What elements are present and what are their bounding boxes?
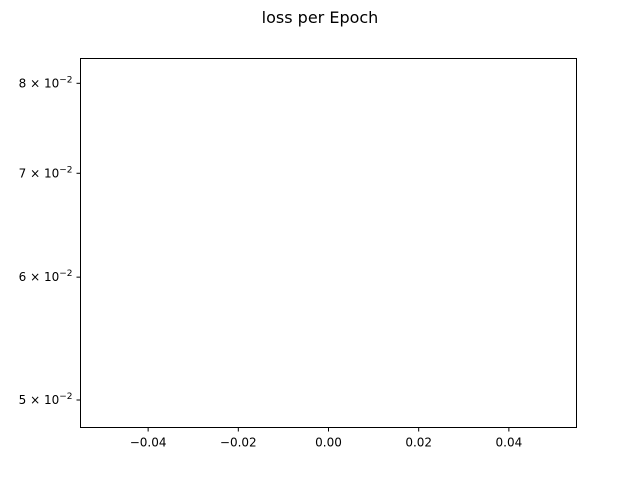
y-tick-mantissa: 8 [19, 76, 27, 90]
y-tick-label: 6 × 10−2 [19, 269, 73, 284]
y-tick-exponent: −2 [59, 392, 72, 402]
y-tick-exponent: −2 [59, 165, 72, 175]
y-tick-mantissa: 5 [19, 393, 27, 407]
x-tick-label: −0.04 [130, 436, 167, 450]
y-tick-mantissa: 7 [19, 166, 27, 180]
y-tick-label: 7 × 10−2 [19, 165, 73, 180]
y-tick-label: 8 × 10−2 [19, 75, 73, 90]
y-tick-label: 5 × 10−2 [19, 392, 73, 407]
plot-area [80, 58, 577, 428]
x-axis: −0.04 −0.02 0.00 0.02 0.04 [130, 427, 523, 450]
x-tick-label: −0.02 [220, 436, 257, 450]
y-tick-exponent: −2 [59, 75, 72, 85]
y-tick-exponent: −2 [59, 269, 72, 279]
chart-title: loss per Epoch [262, 8, 379, 27]
x-tick-label: 0.04 [496, 436, 523, 450]
y-axis: 5 × 10−2 6 × 10−2 7 × 10−2 8 × 10−2 [19, 75, 81, 407]
x-tick-label: 0.02 [405, 436, 432, 450]
x-tick-label: 0.00 [315, 436, 342, 450]
y-tick-mantissa: 6 [19, 270, 27, 284]
